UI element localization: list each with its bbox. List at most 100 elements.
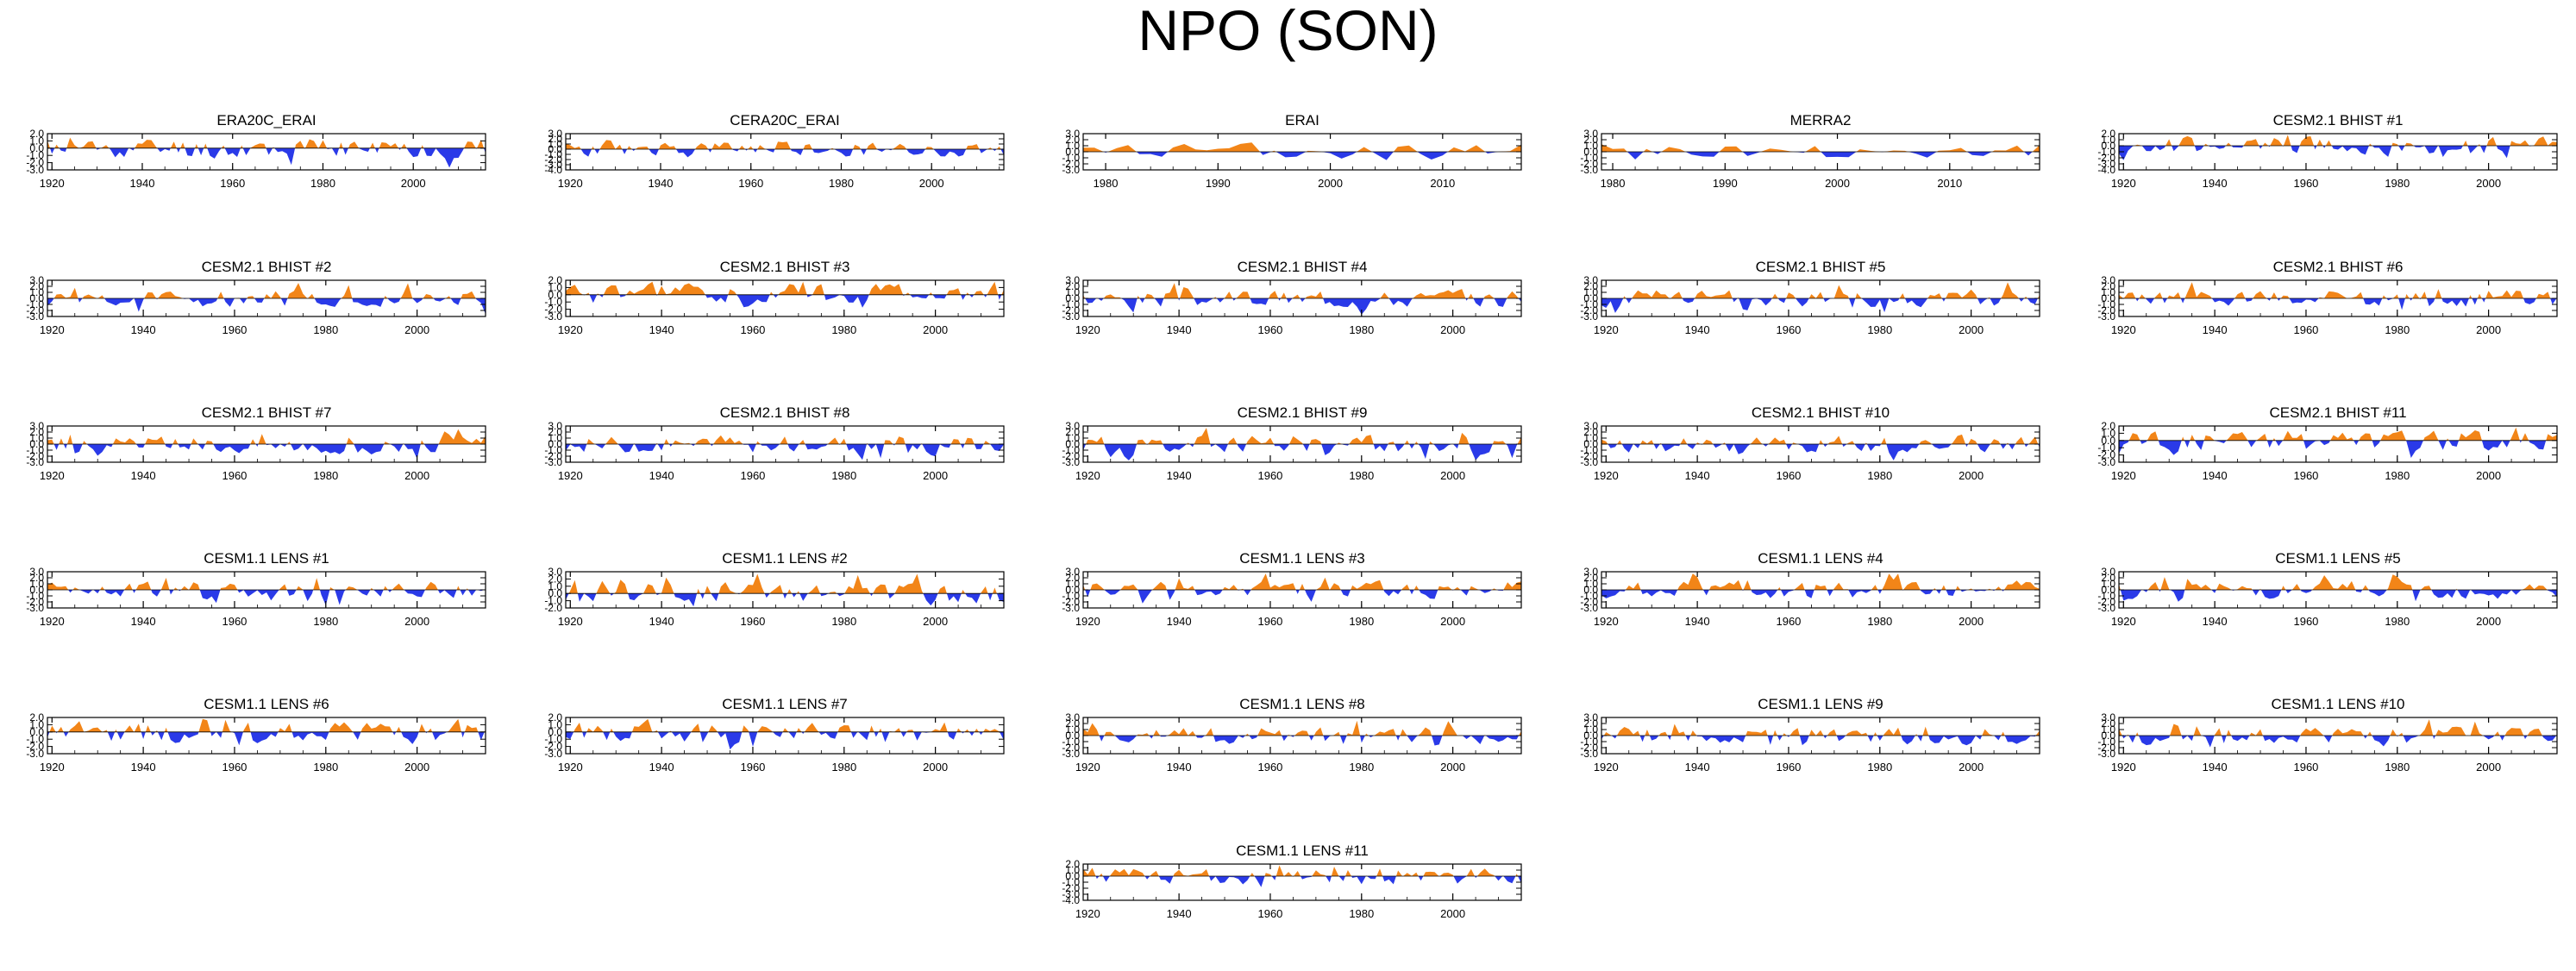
x-tick-label: 1960 — [1257, 469, 1282, 482]
chart-panel: CESM1.1 LENS #7 2.01.00.0-1.0-2.0-3.01920… — [544, 696, 1005, 774]
x-tick-label: 1980 — [1349, 469, 1374, 482]
plot-frame — [565, 717, 1005, 755]
y-tick-label: -2.0 — [2097, 449, 2115, 461]
y-tick-label: -2.0 — [2097, 742, 2115, 754]
y-tick-label: 2.0 — [29, 128, 44, 140]
x-tick-label: 1980 — [831, 323, 856, 336]
x-tick-label: 1920 — [2111, 469, 2136, 482]
panel-title: CESM2.1 BHIST #10 — [1752, 404, 1890, 421]
negative-area — [50, 147, 486, 168]
positive-area — [49, 718, 486, 732]
y-tick-label: -1.0 — [1062, 876, 1080, 888]
y-tick-label: -1.0 — [26, 590, 44, 602]
x-tick-label: 1920 — [40, 469, 65, 482]
positive-area — [47, 137, 485, 148]
y-tick-label: 2.0 — [29, 572, 44, 584]
x-tick-label: 1940 — [131, 761, 156, 774]
chart-panel: CESM2.1 BHIST #9 3.02.01.00.0-1.0-2.0-3.0… — [1062, 404, 1522, 482]
negative-area — [1083, 736, 1521, 746]
y-tick-label: 2.0 — [2101, 717, 2115, 730]
positive-area — [47, 429, 486, 444]
chart-panel: CESM2.1 BHIST #8 3.02.01.00.0-1.0-2.0-3.0… — [544, 404, 1005, 482]
y-tick-label: -1.0 — [1580, 298, 1598, 310]
y-tick-label: -3.0 — [2097, 310, 2115, 323]
y-tick-label: -4.0 — [544, 164, 562, 176]
x-tick-label: 1960 — [1776, 469, 1801, 482]
panel-title: CESM2.1 BHIST #7 — [202, 404, 332, 421]
x-tick-label: 1960 — [2293, 615, 2318, 628]
x-tick-label: 1960 — [222, 615, 247, 628]
y-tick-label: -2.0 — [1062, 304, 1080, 316]
x-tick-label: 1940 — [131, 323, 156, 336]
y-tick-label: 0.0 — [548, 726, 562, 738]
positive-area — [2119, 574, 2557, 590]
x-tick-label: 2000 — [923, 615, 948, 628]
x-tick-label: 1960 — [220, 177, 245, 190]
y-tick-label: -1.0 — [1062, 736, 1080, 748]
x-tick-label: 1940 — [1685, 615, 1710, 628]
x-tick-label: 2000 — [1440, 615, 1465, 628]
x-tick-label: 1920 — [1075, 615, 1100, 628]
x-tick-label: 2000 — [404, 761, 429, 774]
y-tick-label: -2.0 — [544, 602, 562, 614]
y-tick-label: -3.0 — [2097, 456, 2115, 468]
panel-title: CESM1.1 LENS #9 — [1758, 696, 1883, 712]
x-tick-label: 1980 — [1867, 761, 1892, 774]
x-tick-label: 1920 — [40, 177, 65, 190]
panel-title: MERRA2 — [1790, 112, 1852, 128]
y-tick-label: -2.0 — [26, 741, 44, 753]
y-tick-label: -3.0 — [1062, 456, 1080, 468]
positive-area — [1601, 282, 2040, 298]
y-tick-label: -1.0 — [544, 595, 562, 607]
x-tick-label: 1940 — [649, 323, 674, 336]
x-tick-label: 1980 — [1349, 323, 1374, 336]
y-tick-label: 1.0 — [29, 286, 44, 298]
x-tick-label: 2000 — [1959, 615, 1984, 628]
negative-area — [1601, 444, 2040, 460]
x-tick-label: 1940 — [1167, 761, 1192, 774]
chart-panel: CESM2.1 BHIST #112.01.00.0-1.0-2.0-3.019… — [2097, 404, 2558, 482]
panel-title: CESM2.1 BHIST #6 — [2273, 259, 2404, 275]
chart-panel: CESM2.1 BHIST #7 3.02.01.00.0-1.0-2.0-3.0… — [26, 404, 486, 482]
y-tick-label: -1.0 — [26, 298, 44, 310]
y-tick-label: 1.0 — [1065, 724, 1080, 736]
positive-area — [2119, 135, 2557, 146]
y-tick-label: 1.0 — [2101, 427, 2115, 439]
y-tick-label: 2.0 — [1583, 717, 1598, 730]
x-tick-label: 2000 — [404, 615, 429, 628]
y-tick-label: 3.0 — [29, 566, 44, 578]
x-tick-label: 1940 — [131, 615, 156, 628]
y-tick-label: -2.0 — [2097, 596, 2115, 608]
y-tick-label: 1.0 — [1583, 724, 1598, 736]
y-tick-label: -3.0 — [544, 159, 562, 171]
y-tick-label: -3.0 — [26, 456, 44, 468]
x-tick-label: 1990 — [1713, 177, 1738, 190]
negative-area — [1601, 298, 2040, 313]
y-tick-label: 2.0 — [2101, 280, 2115, 292]
y-tick-label: 3.0 — [1065, 566, 1080, 578]
x-tick-label: 1920 — [558, 177, 583, 190]
x-tick-label: 1920 — [40, 761, 65, 774]
y-tick-label: 3.0 — [2101, 711, 2115, 724]
positive-area — [1601, 434, 2040, 444]
y-tick-label: 3.0 — [1065, 711, 1080, 724]
y-tick-label: -4.0 — [2097, 164, 2115, 176]
chart-panel: CESM1.1 LENS #33.02.01.00.0-1.0-2.0-3.01… — [1062, 550, 1522, 628]
y-tick-label: 2.0 — [29, 280, 44, 292]
plot-frame — [47, 133, 486, 171]
x-tick-label: 1960 — [1776, 323, 1801, 336]
x-tick-label: 1960 — [740, 761, 765, 774]
y-tick-label: -2.0 — [2097, 304, 2115, 316]
y-tick-label: 2.0 — [1583, 134, 1598, 146]
negative-area — [1083, 444, 1521, 460]
negative-area — [1601, 590, 2040, 598]
y-tick-label: -3.0 — [2097, 158, 2115, 170]
x-tick-label: 1960 — [740, 615, 765, 628]
positive-area — [2119, 719, 2557, 736]
panel-title: ERA20C_ERAI — [216, 112, 316, 128]
chart-panel: CESM1.1 LENS #6 2.01.00.0-1.0-2.0-3.01920… — [26, 696, 486, 774]
y-tick-label: 2.0 — [548, 274, 562, 286]
y-tick-label: -3.0 — [1062, 602, 1080, 614]
